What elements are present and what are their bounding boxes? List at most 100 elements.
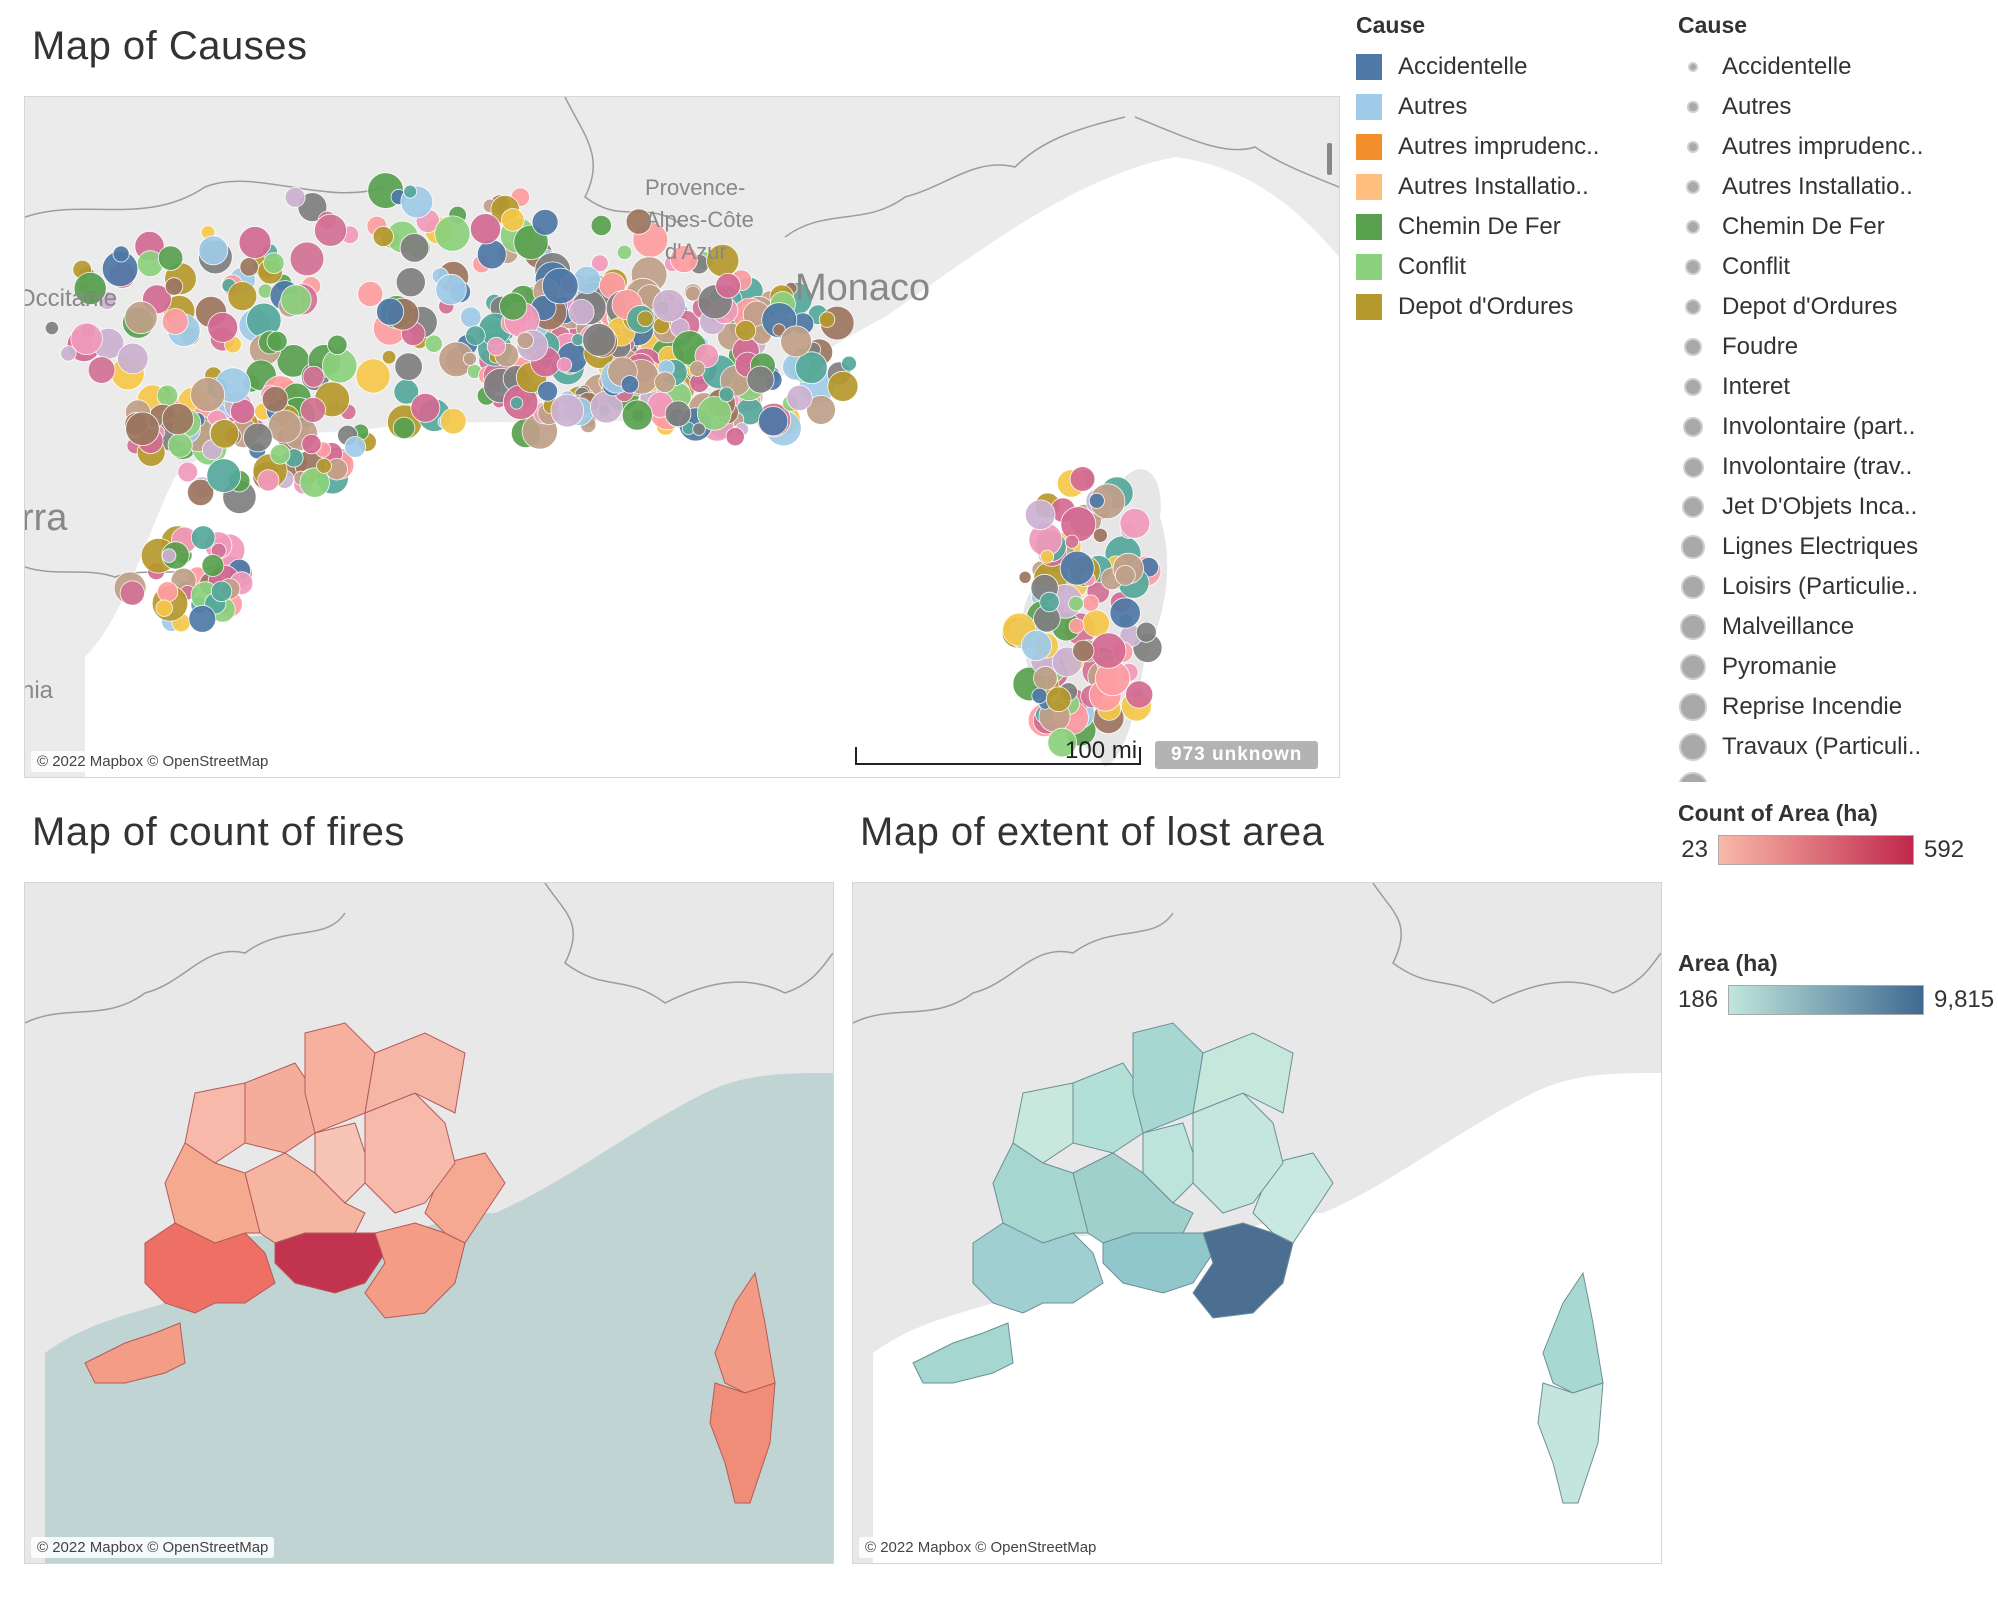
cause-point[interactable] — [381, 350, 397, 365]
cause-point[interactable] — [786, 384, 813, 411]
cause-point[interactable] — [725, 427, 745, 447]
cause-point[interactable] — [1060, 506, 1097, 543]
cause-point[interactable] — [410, 392, 441, 423]
legend-item[interactable]: Pyromanie — [1678, 647, 1978, 687]
region-alpes-hp-count[interactable] — [364, 1092, 456, 1214]
cause-point[interactable] — [591, 254, 609, 273]
cause-point[interactable] — [263, 252, 285, 274]
cause-point[interactable] — [462, 351, 477, 366]
region-lozere-area[interactable] — [1012, 1082, 1074, 1164]
cause-size-legend[interactable]: Cause Accidentelle Autres Autres imprudenc… — [1678, 12, 1978, 782]
cause-point[interactable] — [625, 208, 652, 235]
cause-point[interactable] — [1119, 507, 1151, 539]
cause-point[interactable] — [327, 334, 348, 356]
count-gradient-legend[interactable]: Count of Area (ha) 23 592 — [1678, 800, 1964, 865]
cause-point[interactable] — [167, 432, 193, 458]
cause-point[interactable] — [620, 375, 640, 394]
legend-item[interactable]: Loisirs (Particulie.. — [1678, 567, 1978, 607]
cause-point[interactable] — [301, 433, 322, 455]
cause-point[interactable] — [119, 580, 145, 606]
cause-point[interactable] — [424, 334, 443, 353]
cause-point[interactable] — [300, 396, 326, 423]
cause-point[interactable] — [590, 214, 612, 237]
cause-point[interactable] — [201, 554, 225, 577]
cause-point[interactable] — [357, 280, 384, 307]
legend-item[interactable]: Involontaire (part.. — [1678, 407, 1978, 447]
cause-point[interactable] — [734, 319, 757, 342]
cause-point[interactable] — [1031, 687, 1048, 704]
cause-point[interactable] — [571, 333, 585, 347]
cause-point[interactable] — [1064, 534, 1080, 549]
legend-item[interactable]: Autres — [1356, 87, 1599, 127]
cause-point[interactable] — [550, 393, 585, 428]
region-lozere-count[interactable] — [184, 1082, 246, 1164]
region-gard-count[interactable] — [244, 1152, 366, 1244]
region-alpes-hp-area[interactable] — [1192, 1092, 1284, 1214]
cause-point[interactable] — [1033, 665, 1058, 691]
cause-point[interactable] — [243, 422, 273, 453]
cause-point[interactable] — [465, 325, 486, 346]
cause-point[interactable] — [261, 385, 289, 413]
cause-point[interactable] — [392, 416, 416, 440]
cause-point[interactable] — [1125, 680, 1154, 709]
cause-point[interactable] — [124, 300, 158, 335]
cause-point[interactable] — [344, 436, 367, 458]
legend-item[interactable]: Reprise Incendie — [1678, 687, 1978, 727]
cause-color-legend[interactable]: Cause Accidentelle Autres Autres imprudenc… — [1356, 12, 1599, 327]
legend-item[interactable]: Foudre — [1678, 327, 1978, 367]
cause-point[interactable] — [1114, 564, 1136, 586]
region-pyrenees-orientales-area[interactable] — [912, 1322, 1014, 1384]
legend-item[interactable]: Autres imprudenc.. — [1678, 127, 1978, 167]
cause-point[interactable] — [1068, 595, 1084, 612]
cause-point[interactable] — [621, 399, 653, 431]
cause-point[interactable] — [117, 342, 149, 375]
cause-point[interactable] — [1047, 727, 1077, 758]
cause-point[interactable] — [434, 215, 471, 252]
cause-point[interactable] — [399, 233, 430, 263]
legend-item[interactable]: Chemin De Fer — [1678, 207, 1978, 247]
cause-point[interactable] — [568, 299, 595, 326]
legend-item[interactable]: Accidentelle — [1356, 47, 1599, 87]
cause-point[interactable] — [299, 467, 330, 498]
cause-point[interactable] — [177, 461, 199, 483]
causes-map-canvas[interactable] — [25, 97, 1339, 777]
cause-point[interactable] — [267, 409, 302, 444]
cause-point[interactable] — [616, 244, 633, 261]
causes-map[interactable]: Occitanie Provence- Alpes-Côte d'Azur Mo… — [24, 96, 1340, 778]
region-corse-du-sud-count[interactable] — [709, 1382, 776, 1504]
cause-point[interactable] — [316, 457, 332, 474]
map-credit[interactable]: © 2022 Mapbox © OpenStreetMap — [31, 1537, 275, 1558]
cause-point[interactable] — [435, 273, 467, 306]
cause-point[interactable] — [670, 245, 699, 274]
cause-point[interactable] — [1109, 597, 1141, 629]
cause-point[interactable] — [1039, 591, 1060, 613]
cause-point[interactable] — [302, 365, 325, 388]
legend-item[interactable]: Travaux (Particuli.. — [1678, 727, 1978, 767]
legend-item[interactable]: Conflit — [1678, 247, 1978, 287]
region-aude-area[interactable] — [992, 1142, 1089, 1244]
cause-point[interactable] — [509, 396, 524, 410]
cause-point[interactable] — [501, 208, 525, 232]
cause-point[interactable] — [486, 336, 506, 357]
cause-point[interactable] — [758, 406, 789, 437]
cause-point[interactable] — [841, 355, 857, 372]
cause-point[interactable] — [537, 380, 558, 402]
cause-point[interactable] — [746, 365, 775, 394]
cause-point[interactable] — [780, 325, 812, 358]
unknown-badge[interactable]: 973 unknown — [1155, 741, 1319, 769]
map-scroll-handle[interactable] — [1327, 143, 1332, 175]
cause-point[interactable] — [692, 422, 706, 436]
cause-point[interactable] — [161, 402, 194, 436]
cause-point[interactable] — [664, 400, 692, 428]
cause-point[interactable] — [1018, 570, 1032, 584]
cause-point[interactable] — [1072, 639, 1095, 662]
cause-point[interactable] — [1069, 466, 1096, 492]
cause-point[interactable] — [206, 458, 242, 493]
region-gard-area[interactable] — [1072, 1152, 1194, 1244]
cause-point[interactable] — [1040, 549, 1055, 564]
legend-item[interactable]: Chemin De Fer — [1356, 207, 1599, 247]
cause-point[interactable] — [289, 241, 325, 277]
cause-point[interactable] — [652, 288, 686, 323]
cause-point[interactable] — [541, 267, 579, 305]
cause-point[interactable] — [394, 352, 423, 381]
